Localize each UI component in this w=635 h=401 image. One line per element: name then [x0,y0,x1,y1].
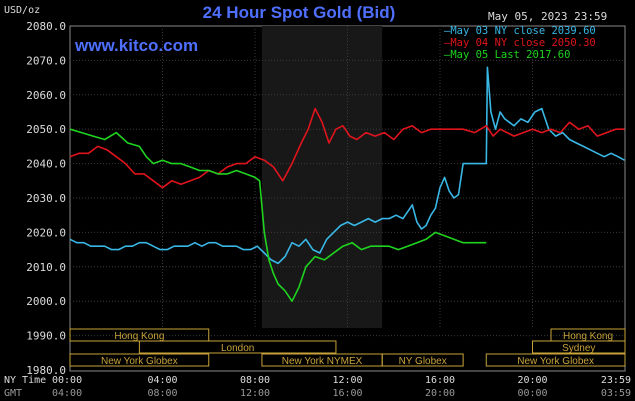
x-tick-label: 04:00 [52,388,82,399]
x-tick-label: 00:00 [52,375,82,386]
session-box [485,353,626,367]
y-tick-label: 2010.0 [26,261,66,274]
session-label: Sydney [562,343,595,354]
session-box [381,353,464,367]
y-tick-label: 2020.0 [26,226,66,239]
x-tick-label: 20:00 [425,388,455,399]
session-box [69,353,210,367]
y-tick-label: 1980.0 [26,364,66,377]
legend-entry: —May 04 NY close 2050.30 [444,37,596,49]
session-box [138,340,337,354]
y-axis-unit: USD/oz [4,5,40,16]
x-tick-label: 12:00 [240,388,270,399]
time-row-label: NY Time [4,375,46,386]
x-tick-label: 08:00 [147,388,177,399]
x-tick-label: 20:00 [517,375,547,386]
y-tick-label: 2060.0 [26,89,66,102]
series-line [69,107,625,189]
legend-entry: —May 03 NY close 2039.60 [444,25,596,37]
legend-entry: —May 05 Last 2017.60 [444,49,570,61]
session-label: New York NYMEX [282,356,363,367]
market-sessions: Hong Kong London New York Globex New York N… [69,328,626,367]
website-label: www.kitco.com [74,36,198,55]
y-tick-label: 2030.0 [26,192,66,205]
x-axis-ticks: NY Time 00:00 04:00 08:00 12:00 16:00 20:00 23:… [4,375,631,399]
session-box [532,340,626,354]
x-tick-label: 08:00 [240,375,270,386]
legend: —May 03 NY close 2039.60—May 04 NY close… [444,25,596,61]
timestamp: May 05, 2023 23:59 [488,10,607,23]
y-tick-label: 2050.0 [26,123,66,136]
session-label: Hong Kong [114,331,164,342]
x-tick-label: 16:00 [332,388,362,399]
series-lines [69,66,625,303]
chart-title: 24 Hour Spot Gold (Bid) [203,3,396,22]
x-tick-label: 16:00 [425,375,455,386]
session-label: Hong Kong [563,331,613,342]
series-line [69,128,487,303]
x-tick-label: 23:59 [601,375,631,386]
y-axis-ticks: 1980.0 1990.0 2000.0 2010.0 2020.0 2030.0 2040… [26,20,66,377]
y-tick-label: 2080.0 [26,20,66,33]
night-band [261,26,383,328]
y-tick-label: 2070.0 [26,54,66,67]
x-tick-label: 04:00 [147,375,177,386]
series-line [69,66,625,265]
y-tick-label: 1990.0 [26,330,66,343]
x-tick-label: 12:00 [332,375,362,386]
y-tick-label: 2040.0 [26,158,66,171]
session-label: New York Globex [101,356,178,367]
session-label: London [221,343,254,354]
time-row-label: GMT [4,388,22,399]
x-tick-label: 03:59 [601,388,631,399]
session-label: New York Globex [517,356,594,367]
y-tick-label: 2000.0 [26,295,66,308]
x-tick-label: 00:00 [517,388,547,399]
session-label: NY Globex [399,356,447,367]
